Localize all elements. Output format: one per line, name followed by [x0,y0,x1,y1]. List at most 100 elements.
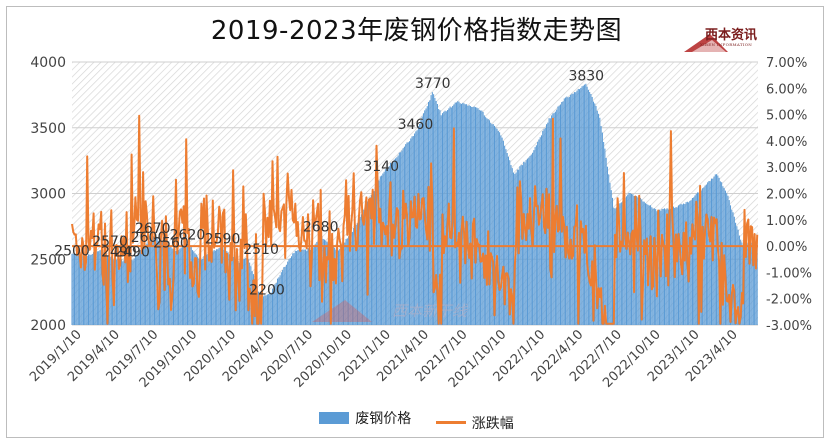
price-bar [729,205,732,325]
price-bar [178,250,180,325]
price-bar [180,247,182,325]
price-bar [343,243,345,325]
price-bar [570,94,572,325]
watermark-logo-icon [312,300,372,322]
price-bar [490,122,492,326]
price-bar [203,256,205,325]
price-bar [741,242,743,325]
price-bar [119,261,121,325]
price-bar [142,247,144,325]
price-bar [232,256,234,325]
y-left-tick-label: 4000 [30,55,66,71]
price-bar [510,165,512,325]
price-bar [326,241,328,325]
price-bar [265,295,267,325]
price-bar [684,203,686,325]
price-bar [120,259,123,325]
price-bar [485,117,487,325]
price-bar [596,110,598,325]
price-bar [349,235,351,325]
price-bar [360,214,362,325]
price-bar [306,250,308,325]
price-bar [344,242,346,325]
price-bar [75,253,77,325]
price-bar [351,231,353,325]
price-bar [348,236,350,325]
price-bar [415,131,417,325]
price-bar [110,256,112,325]
chart-title: 2019-2023年废钢价格指数走势图 [210,16,623,46]
price-bar [269,292,271,325]
price-bar [461,103,463,326]
data-label: 2570 [92,234,128,250]
price-bar [733,216,735,325]
price-bar [738,235,740,325]
price-bar [209,252,211,325]
y-left-tick-label: 3500 [30,121,66,137]
price-bar [469,106,471,325]
price-bar [438,109,440,325]
price-bar [756,240,758,325]
price-bar [586,86,588,326]
price-bar [722,186,724,325]
price-bar [620,202,622,325]
price-bar [464,104,466,325]
price-bar [282,270,284,325]
price-bar [136,254,138,325]
price-bar [735,222,737,325]
price-bar [445,111,447,325]
price-bar [152,236,154,325]
data-label: 3830 [568,68,604,84]
data-label: 2600 [131,230,167,246]
price-bar [473,106,475,326]
price-bar [411,136,413,325]
price-bar [693,197,695,325]
price-bar [472,106,474,325]
price-bar [359,216,361,325]
price-bar [463,103,465,326]
price-bar [420,120,422,325]
price-bar [336,249,338,325]
price-bar [728,200,730,325]
price-bar [400,152,402,325]
price-bar [91,253,93,325]
data-label: 3770 [415,76,451,92]
price-bar [670,208,672,325]
price-bar [337,250,339,325]
price-bar [521,165,523,325]
price-bar [719,181,721,325]
price-bar [743,244,745,325]
price-bar [375,183,378,325]
price-bar [80,254,82,325]
price-bar [334,247,336,325]
price-bar [474,107,476,325]
price-bar [507,156,509,325]
price-bar [123,260,125,325]
price-bar [482,112,484,325]
price-bar [559,104,562,325]
price-bar [468,105,470,325]
price-bar [129,259,131,325]
price-bar [226,251,228,325]
price-bar [162,241,164,325]
price-bar [373,191,375,325]
price-bar [165,242,167,325]
price-bar [200,259,202,325]
price-bar [192,250,194,325]
price-bar [422,113,424,325]
price-bar [690,200,692,325]
price-bar [87,254,90,325]
data-label: 2680 [303,220,339,236]
price-bar [714,174,716,325]
price-bar [434,97,436,325]
price-bar [746,243,748,325]
price-bar [355,224,357,325]
price-bar [275,282,277,325]
price-bar [458,101,460,325]
price-bar [287,261,289,325]
price-bar [374,187,376,325]
price-bar [184,246,186,325]
price-bar [481,110,483,326]
price-bar [353,227,355,325]
